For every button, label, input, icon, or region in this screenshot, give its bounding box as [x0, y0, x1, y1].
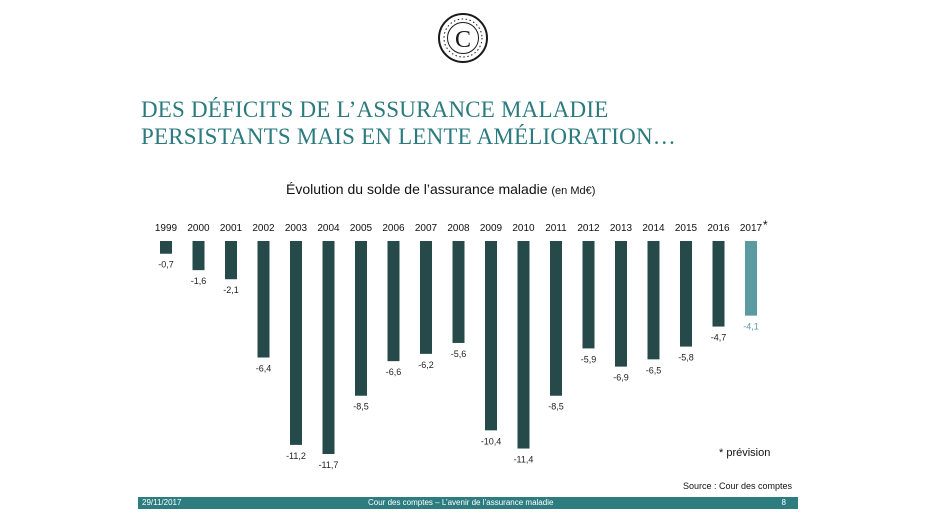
data-label: -11,7 — [319, 460, 339, 470]
x-tick-label: 2003 — [285, 223, 308, 234]
footer-date: 29/11/2017 — [142, 498, 182, 507]
x-tick-label: 2002 — [252, 223, 275, 234]
page-number: 8 — [781, 498, 786, 507]
bar — [290, 241, 302, 445]
footer-bar: 29/11/2017 Cour des comptes – L’avenir d… — [138, 497, 798, 509]
bar — [420, 241, 432, 354]
footer-text: Cour des comptes – L’avenir de l’assuran… — [368, 498, 554, 507]
data-label: -5,8 — [678, 353, 694, 363]
data-label: -8,5 — [353, 402, 369, 412]
x-tick-label: 2010 — [512, 223, 535, 234]
x-tick-label: 2011 — [545, 223, 567, 234]
logo-letter: C — [455, 27, 471, 53]
data-label: -6,6 — [386, 367, 402, 377]
x-tick-label: 2012 — [577, 223, 600, 234]
x-tick-label: 2008 — [447, 223, 470, 234]
x-tick-label: 2013 — [610, 223, 633, 234]
bar — [615, 241, 627, 367]
bar — [257, 241, 270, 358]
data-label: -11,4 — [514, 455, 534, 465]
forecast-bar — [745, 241, 757, 316]
x-tick-label: 2014 — [642, 223, 665, 234]
bar — [712, 241, 725, 327]
forecast-marker: * — [763, 218, 768, 232]
x-tick-label: 2000 — [187, 223, 210, 234]
x-tick-label: 2015 — [675, 223, 698, 234]
chart-title-unit: (en Md€) — [551, 185, 596, 197]
data-label: -10,4 — [481, 436, 502, 446]
x-tick-label: 2004 — [317, 223, 340, 234]
x-tick-label: 2007 — [415, 223, 438, 234]
data-label: -6,4 — [256, 364, 272, 374]
bar — [485, 241, 497, 431]
forecast-note: * prévision — [719, 447, 771, 459]
cour-des-comptes-seal-icon: C — [437, 12, 489, 64]
chart-title: Évolution du solde de l’assurance maladi… — [286, 181, 595, 197]
data-label: -5,6 — [451, 349, 467, 359]
data-label: -1,6 — [191, 276, 207, 286]
data-label: -6,2 — [418, 360, 434, 370]
x-tick-label: 2005 — [350, 223, 373, 234]
bar — [582, 241, 595, 349]
x-tick-label: 2009 — [480, 223, 503, 234]
data-label: -6,9 — [613, 373, 629, 383]
source-note: Source : Cour des comptes — [683, 481, 793, 491]
bar — [160, 241, 172, 254]
bar — [647, 241, 660, 360]
page-title: DES DÉFICITS DE L’ASSURANCE MALADIE PERS… — [141, 96, 676, 150]
x-tick-label: 2006 — [382, 223, 405, 234]
data-label: -0,7 — [158, 260, 174, 270]
data-label: -4,7 — [711, 333, 727, 343]
data-label: -5,9 — [581, 354, 597, 364]
bar — [680, 241, 692, 347]
bar — [192, 241, 205, 271]
x-tick-label: 2017 — [740, 223, 763, 234]
data-label: -4,1 — [743, 322, 759, 332]
chart-title-text: Évolution du solde de l’assurance maladi… — [286, 181, 548, 197]
bar — [550, 241, 562, 396]
bar — [517, 241, 530, 449]
bar — [452, 241, 465, 343]
x-tick-label: 2001 — [220, 223, 243, 234]
data-label: -8,5 — [548, 402, 564, 412]
title-line-1: DES DÉFICITS DE L’ASSURANCE MALADIE — [141, 97, 609, 122]
bar — [225, 241, 237, 280]
data-label: -6,5 — [646, 365, 662, 375]
title-line-2: PERSISTANTS MAIS EN LENTE AMÉLIORATION… — [141, 124, 676, 149]
data-label: -2,1 — [223, 285, 239, 295]
x-tick-label: 1999 — [155, 223, 178, 234]
bar — [355, 241, 367, 396]
bar — [322, 241, 335, 454]
data-label: -11,2 — [286, 451, 306, 461]
x-tick-label: 2016 — [707, 223, 730, 234]
bar — [387, 241, 400, 362]
